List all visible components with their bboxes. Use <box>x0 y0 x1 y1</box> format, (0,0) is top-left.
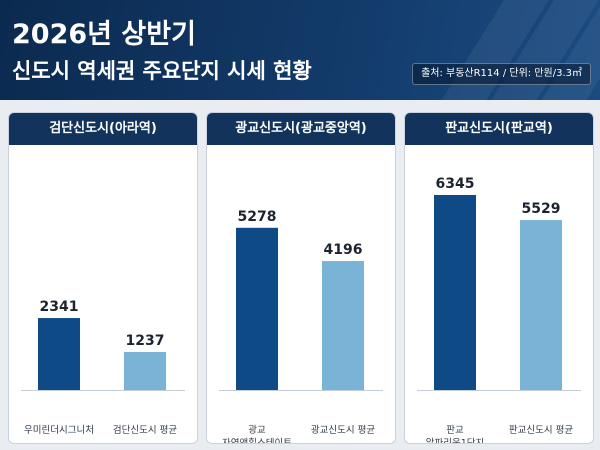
panel-title: 광교신도시(광교중앙역) <box>207 113 395 145</box>
source-note: 출처: 부동산R114 / 단위: 만원/3.3㎡ <box>412 63 591 85</box>
chart-panel-pangyo: 판교신도시(판교역) 6345 판교알파리움1단지 5529 판교신도시 평균 <box>404 112 594 444</box>
data-label: 5278 <box>238 209 277 225</box>
bar-chart: 5278 광교자연앤힐스테이트 4196 광교신도시 평균 <box>207 145 395 443</box>
bar-chart-svg: 2341 우미린더시그니처 1237 검단신도시 평균 <box>21 299 185 436</box>
header-banner: 2026년 상반기 신도시 역세권 주요단지 시세 현황 출처: 부동산R114… <box>0 0 600 100</box>
panel-title: 판교신도시(판교역) <box>405 113 593 145</box>
bar <box>520 220 562 390</box>
bar-chart-svg: 5278 광교자연앤힐스테이트 4196 광교신도시 평균 <box>219 209 383 443</box>
chart-panel-geomdan: 검단신도시(아라역) 2341 우미린더시그니처 1237 검단신도시 평균 <box>8 112 198 444</box>
category-label: 판교신도시 평균 <box>509 425 573 436</box>
category-label: 판교알파리움1단지 <box>426 425 484 443</box>
bar-chart: 6345 판교알파리움1단지 5529 판교신도시 평균 <box>405 145 593 443</box>
category-label: 검단신도시 평균 <box>113 424 177 436</box>
data-label: 1237 <box>126 333 165 349</box>
bar <box>236 227 278 390</box>
category-label: 우미린더시그니처 <box>24 424 94 436</box>
data-label: 6345 <box>436 176 475 192</box>
data-label: 5529 <box>522 201 561 217</box>
data-label: 4196 <box>324 242 363 258</box>
bar-chart: 2341 우미린더시그니처 1237 검단신도시 평균 <box>9 145 197 443</box>
category-label: 광교자연앤힐스테이트 <box>222 424 292 443</box>
page-title: 신도시 역세권 주요단지 시세 현황 <box>12 59 312 83</box>
bar-chart-svg: 6345 판교알파리움1단지 5529 판교신도시 평균 <box>417 176 581 443</box>
category-label: 광교신도시 평균 <box>311 424 375 436</box>
bar <box>38 318 80 390</box>
chart-panel-gwanggyo: 광교신도시(광교중앙역) 5278 광교자연앤힐스테이트 4196 광교신도시 평균 <box>206 112 396 444</box>
bar <box>322 261 364 390</box>
page-title-year: 2026년 상반기 <box>12 19 196 50</box>
bar <box>434 195 476 390</box>
bar <box>124 351 166 390</box>
data-label: 2341 <box>40 299 79 315</box>
panel-title: 검단신도시(아라역) <box>9 113 197 145</box>
